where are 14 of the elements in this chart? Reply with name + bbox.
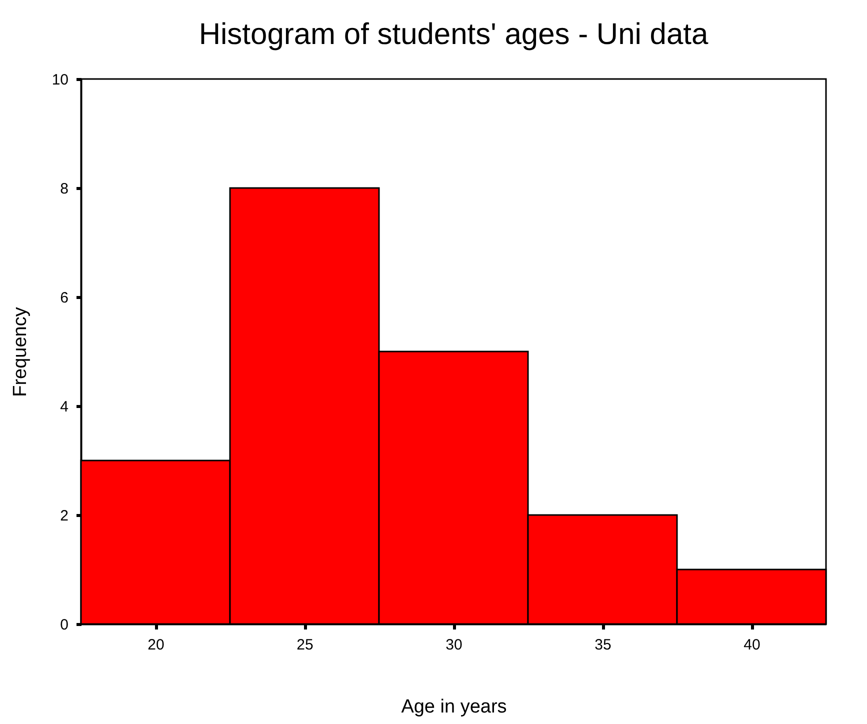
y-tick-label: 2 (60, 508, 68, 524)
y-tick-label: 8 (60, 180, 68, 198)
y-tick-label: 6 (60, 290, 68, 306)
y-tick-label: 10 (52, 72, 68, 88)
y-tick-label: 4 (60, 398, 68, 416)
y-axis-title: Frequency (10, 306, 31, 397)
x-axis-title: Age in years (401, 696, 507, 718)
x-tick-label: 20 (148, 636, 164, 654)
x-tick-label: 30 (446, 636, 462, 654)
chart-title: Histogram of students' ages - Uni data (198, 18, 708, 51)
x-tick-label: 40 (744, 636, 760, 654)
y-tick-label: 0 (60, 616, 68, 634)
x-tick-label: 25 (296, 636, 314, 654)
x-tick-label: 35 (594, 636, 612, 654)
